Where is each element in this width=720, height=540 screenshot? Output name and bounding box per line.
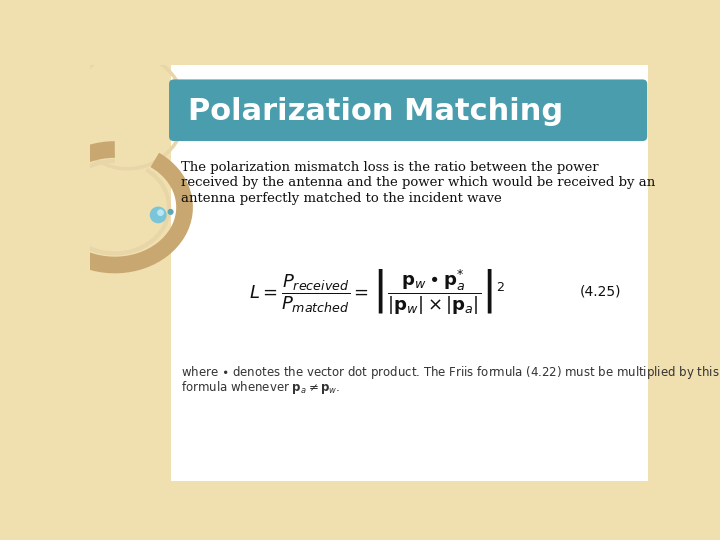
- Circle shape: [158, 210, 163, 215]
- FancyBboxPatch shape: [169, 79, 647, 141]
- Bar: [171, 65, 648, 481]
- Text: $L = \dfrac{P_{\mathit{received}}}{P_{\mathit{matched}}} = \left| \dfrac{\mathbf: $L = \dfrac{P_{\mathit{received}}}{P_{\m…: [248, 267, 505, 316]
- Text: received by the antenna and the power which would be received by an: received by the antenna and the power wh…: [181, 177, 656, 190]
- Text: (4.25): (4.25): [580, 285, 621, 299]
- Text: The polarization mismatch loss is the ratio between the power: The polarization mismatch loss is the ra…: [181, 161, 599, 174]
- Text: Polarization Matching: Polarization Matching: [188, 97, 563, 126]
- Circle shape: [168, 210, 173, 214]
- Text: formula whenever $\mathbf{p}_{a} \neq \mathbf{p}_{w}$.: formula whenever $\mathbf{p}_{a} \neq \m…: [181, 379, 341, 396]
- Circle shape: [150, 207, 166, 222]
- Text: where $\bullet$ denotes the vector dot product. The Friis formula (4.22) must be: where $\bullet$ denotes the vector dot p…: [181, 363, 720, 381]
- Text: antenna perfectly matched to the incident wave: antenna perfectly matched to the inciden…: [181, 192, 503, 205]
